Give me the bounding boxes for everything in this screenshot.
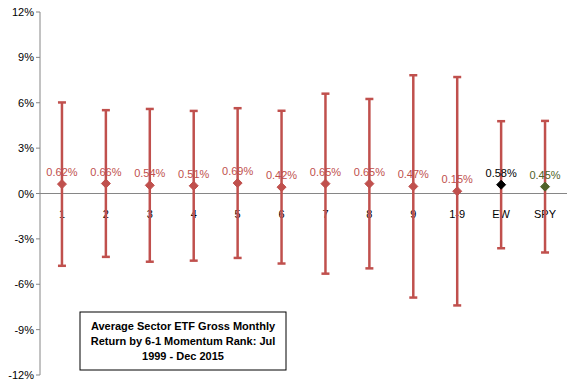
y-tick xyxy=(36,148,40,149)
error-cap xyxy=(541,120,549,123)
marker xyxy=(145,181,154,190)
y-tick xyxy=(36,375,40,376)
y-tick xyxy=(36,57,40,58)
title-line: Average Sector ETF Gross Monthly xyxy=(91,320,276,332)
error-cap xyxy=(321,272,329,275)
data-label: 0.69% xyxy=(222,165,253,177)
error-cap xyxy=(409,74,417,77)
data-label: 0.15% xyxy=(442,173,473,185)
y-tick xyxy=(36,193,40,194)
title-line: Return by 6-1 Momentum Rank: Jul xyxy=(91,335,276,347)
data-label: 0.51% xyxy=(178,168,209,180)
data-label: 0.62% xyxy=(46,166,77,178)
data-label: 0.45% xyxy=(529,169,560,181)
error-bar xyxy=(409,75,417,297)
error-cap xyxy=(234,257,242,260)
error-bar xyxy=(541,121,549,253)
error-cap xyxy=(102,256,110,259)
title-line: 1999 - Dec 2015 xyxy=(142,350,224,362)
marker xyxy=(57,180,66,189)
y-tick-label: 9% xyxy=(18,51,34,63)
error-cap xyxy=(541,251,549,254)
error-cap xyxy=(497,247,505,250)
marker xyxy=(497,180,506,189)
error-cap xyxy=(453,76,461,79)
y-tick xyxy=(36,329,40,330)
y-tick xyxy=(36,102,40,103)
error-cap xyxy=(278,110,286,113)
data-label: 0.65% xyxy=(354,166,385,178)
error-cap xyxy=(102,109,110,112)
error-cap xyxy=(190,110,198,113)
marker xyxy=(321,179,330,188)
error-cap xyxy=(58,101,66,104)
marker xyxy=(233,179,242,188)
data-label: 0.54% xyxy=(134,167,165,179)
error-bar xyxy=(278,111,286,264)
marker xyxy=(101,179,110,188)
error-bar xyxy=(102,110,110,257)
data-label: 0.47% xyxy=(398,168,429,180)
error-cap xyxy=(58,265,66,268)
error-bar xyxy=(146,109,154,262)
data-label: 0.65% xyxy=(310,166,341,178)
error-cap xyxy=(146,260,154,263)
y-tick-label: 0% xyxy=(18,188,34,200)
error-bar xyxy=(365,99,373,268)
data-label: 0.58% xyxy=(486,167,517,179)
title: Average Sector ETF Gross Monthly Return b… xyxy=(91,320,276,362)
marker xyxy=(453,187,462,196)
marker xyxy=(409,182,418,191)
marks xyxy=(57,75,549,305)
error-cap xyxy=(321,92,329,95)
y-tick-label: 12% xyxy=(12,6,34,18)
error-bar xyxy=(453,77,461,305)
y-tick xyxy=(36,12,40,13)
error-cap xyxy=(190,259,198,262)
y-tick-label: -3% xyxy=(14,233,34,245)
y-tick-label: -12% xyxy=(8,369,34,381)
data-label: 0.66% xyxy=(90,166,121,178)
x-axis xyxy=(40,193,567,194)
y-tick-label: 6% xyxy=(18,97,34,109)
y-tick xyxy=(36,284,40,285)
error-cap xyxy=(278,262,286,265)
error-cap xyxy=(497,120,505,123)
y-tick-label: 3% xyxy=(18,142,34,154)
y-tick-label: -9% xyxy=(14,324,34,336)
error-bar xyxy=(234,108,242,258)
error-bar xyxy=(321,94,329,274)
y-tick-label: -6% xyxy=(14,278,34,290)
error-cap xyxy=(453,304,461,307)
error-cap xyxy=(146,108,154,111)
error-cap xyxy=(409,296,417,299)
error-cap xyxy=(365,98,373,101)
marker xyxy=(365,179,374,188)
error-cap xyxy=(365,267,373,270)
error-bar xyxy=(497,121,505,248)
error-bar xyxy=(190,111,198,261)
marker xyxy=(541,182,550,191)
data-label: 0.42% xyxy=(266,169,297,181)
error-cap xyxy=(234,107,242,110)
marker xyxy=(277,183,286,192)
y-tick xyxy=(36,238,40,239)
title-box xyxy=(80,312,286,370)
chart: -12%-9%-6%-3%0%3%6%9%12%1234567891-9EWSP… xyxy=(0,0,577,384)
marker xyxy=(189,181,198,190)
error-bar xyxy=(58,102,66,265)
